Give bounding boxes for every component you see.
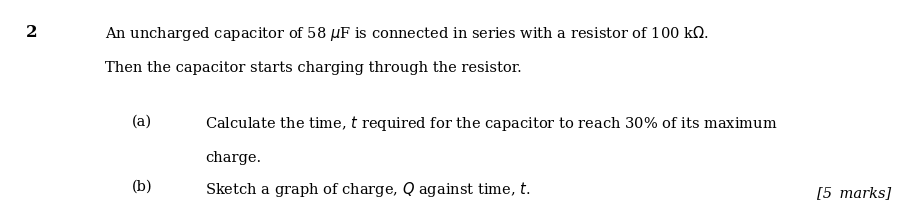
Text: Then the capacitor starts charging through the resistor.: Then the capacitor starts charging throu…: [105, 61, 521, 75]
Text: An uncharged capacitor of 58 $\mu$F is connected in series with a resistor of 10: An uncharged capacitor of 58 $\mu$F is c…: [105, 24, 709, 43]
Text: 2: 2: [26, 24, 37, 41]
Text: Sketch a graph of charge, $Q$ against time, $t$.: Sketch a graph of charge, $Q$ against ti…: [205, 180, 530, 198]
Text: Calculate the time, $t$ required for the capacitor to reach 30% of its maximum: Calculate the time, $t$ required for the…: [205, 114, 777, 133]
Text: charge.: charge.: [205, 151, 261, 165]
Text: (a): (a): [132, 114, 152, 128]
Text: (b): (b): [132, 180, 153, 194]
Text: [5  marks]: [5 marks]: [816, 186, 891, 200]
